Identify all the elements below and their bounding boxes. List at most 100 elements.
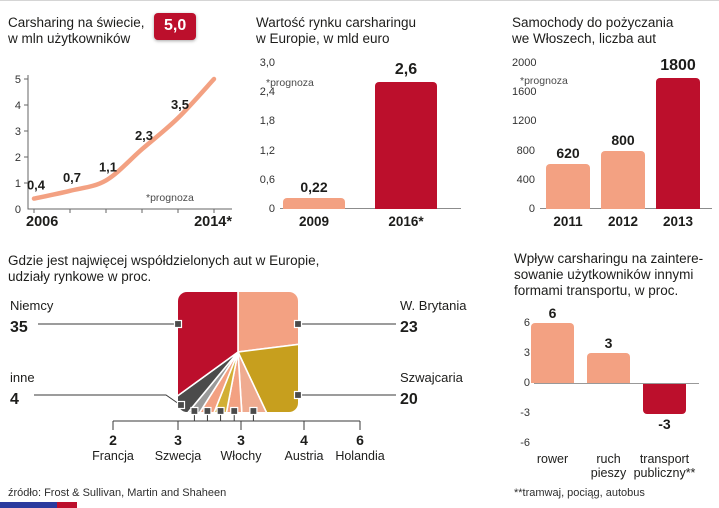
point-label: 3,5 [171, 97, 189, 112]
bar-0 [531, 323, 574, 383]
pie-label: 2 [109, 432, 117, 448]
callout-handle [190, 406, 199, 416]
chart-title: Carsharing na świecie, w mln użytkownikó… [8, 15, 145, 46]
bar-category: rower [536, 452, 569, 466]
pie-label: 3 [237, 432, 245, 448]
panel-world-users: Carsharing na świecie, w mln użytkownikó… [8, 13, 248, 241]
bar-category: 2016* [388, 214, 424, 229]
callout-handle [230, 406, 239, 416]
bar-value: 0,22 [300, 179, 328, 196]
bar-2016* [375, 82, 437, 209]
panel-italy-cars: Samochody do pożyczania we Włoszech, lic… [512, 15, 717, 241]
y-tick-label: -6 [520, 437, 530, 449]
chart-title: Wpływ carsharingu na zaintere- sowanie u… [514, 251, 704, 298]
zero-axis [534, 383, 699, 384]
y-tick-label: 1,8 [259, 115, 275, 128]
prognoza-note: *prognoza [266, 77, 314, 89]
y-tick-label: 1200 [512, 115, 537, 128]
bar-value: 1800 [660, 56, 696, 74]
prognoza-note: *prognoza [146, 192, 194, 204]
y-tick-label: 0 [523, 377, 530, 389]
pie-label: inne [10, 370, 35, 385]
bar-value: 800 [611, 131, 635, 148]
pie-slice-Holandia [237, 351, 280, 412]
chart-title: Gdzie jest najwięcej współdzielonych aut… [8, 253, 320, 284]
bar-category: ruch pieszy [590, 452, 627, 480]
square-pie-chart: W. Brytania23Szwajcaria206Holandia4Austr… [10, 292, 467, 463]
pie-label: Szwecja [155, 449, 202, 463]
x-axis-label-end: 2014* [194, 214, 232, 230]
square-pie [178, 292, 298, 412]
y-tick-label: 400 [516, 173, 535, 186]
callout-handle [173, 319, 183, 329]
pie-label: 3 [174, 432, 182, 448]
bar-2009 [283, 198, 345, 209]
chart-title: Wartość rynku carsharingu w Europie, w m… [256, 15, 417, 46]
y-tick-label: 5 [15, 74, 21, 86]
bar-category: 2013 [662, 214, 694, 229]
bar-value: 3 [604, 335, 613, 351]
y-tick-label: 2,4 [259, 86, 275, 99]
y-tick-label: 800 [516, 144, 535, 157]
bar-2012 [601, 150, 645, 209]
panel-market-value: Wartość rynku carsharingu w Europie, w m… [256, 15, 468, 241]
y-tick-label: 3 [15, 126, 21, 138]
point-label: 2,3 [135, 128, 153, 143]
point-label: 0,4 [27, 178, 46, 193]
x-axis [280, 208, 461, 209]
x-axis-label-start: 2006 [26, 214, 58, 230]
y-tick-label: 1600 [512, 86, 537, 99]
callout-handle [216, 406, 225, 416]
bar-2 [643, 384, 686, 414]
point-label: 0,7 [63, 170, 81, 185]
pie-label: 4 [10, 391, 19, 408]
pie-slice-Austria [219, 351, 245, 412]
point-label: 1,1 [99, 159, 117, 174]
pie-label: 35 [10, 319, 28, 336]
pie-slice-Szwajcaria [236, 339, 298, 412]
brand-strip-red [57, 502, 77, 508]
pie-label: Włochy [221, 449, 263, 463]
callout-handle [203, 406, 212, 416]
bar-category: transport publiczny** [633, 452, 696, 480]
y-tick-label: 2000 [512, 57, 537, 69]
callout-handle [249, 406, 258, 416]
callout-handle [293, 390, 303, 400]
y-tick-label: 3 [523, 347, 530, 359]
callout-line [34, 394, 180, 405]
pie-label: Holandia [335, 449, 384, 463]
pie-label: Austria [285, 449, 324, 463]
y-tick-label: 0 [528, 203, 535, 215]
bar-category: 2011 [553, 214, 583, 229]
bar-value: 6 [548, 305, 557, 321]
y-tick-label: 6 [523, 317, 530, 329]
panel-transport-impact: Wpływ carsharingu na zaintere- sowanie u… [514, 251, 716, 491]
pie-label: Francja [92, 449, 134, 463]
bar-category: 2009 [298, 214, 330, 229]
line-chart: 5 4 3 2 1 0 0,4 0,7 1,1 2,3 3,5 *prognoza 2006 2014* [15, 74, 232, 230]
callout-handle [293, 319, 303, 329]
bar-chart: 3,0 2,4 1,8 1,2 0,6 0 0,22 2009 2,6 2016* [256, 57, 461, 229]
pie-label: 6 [356, 432, 364, 448]
brand-strip-blue [0, 502, 57, 508]
y-tick-label: 2 [15, 152, 21, 164]
bar-2011 [546, 163, 590, 209]
prognoza-note: *prognoza [520, 75, 568, 87]
pie-slice-Szwecja [185, 351, 239, 412]
y-tick-label: 0 [268, 203, 275, 215]
callout-handle [176, 400, 186, 410]
pie-label: Niemcy [10, 298, 54, 313]
bar-chart: 6 3 0 -3 -6 6 rower 3 ruch pieszy -3 transport pub… [514, 305, 699, 480]
highlight-badge: 5,0 [154, 13, 197, 40]
pie-label: 20 [400, 391, 418, 408]
y-tick-label: 4 [15, 100, 21, 112]
transport-footnote: **tramwaj, pociąg, autobus [514, 487, 645, 499]
y-tick-label: 0 [15, 204, 21, 216]
pie-label: 4 [300, 432, 308, 448]
y-tick-label: 1 [15, 178, 21, 190]
line-series [31, 76, 217, 201]
bar-2013 [656, 77, 700, 209]
y-tick-label: 0,6 [259, 173, 275, 186]
y-tick-label: -3 [520, 407, 530, 419]
